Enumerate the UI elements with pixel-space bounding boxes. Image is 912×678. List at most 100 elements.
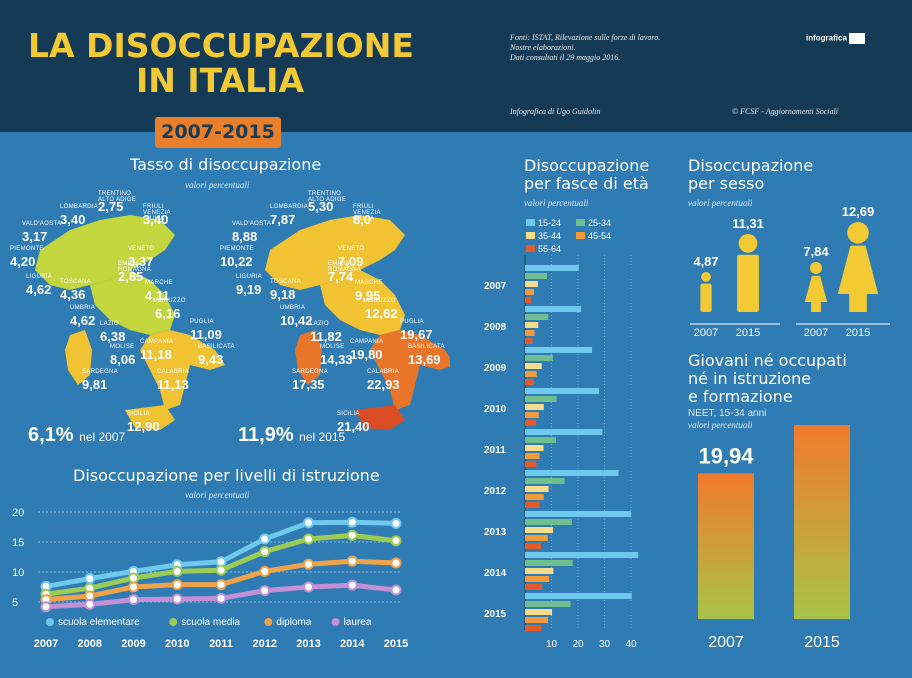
age-xtick-10: 10 (546, 639, 558, 650)
sex-figure-head-uomini-2007 (701, 272, 711, 282)
age-chart-subtitle: valori percentuali (524, 198, 589, 208)
neet-year-2007: 2007 (708, 634, 744, 651)
map-2015-value-vald-aosta: 8,88 (232, 229, 258, 244)
age-bar-2008-45-54 (525, 330, 535, 336)
education-line-chart: 5 10 15 20 2007 2008 2009 2010 2011 2012 2013 2014 2… (12, 507, 408, 650)
sex-chart-title-line1: Disoccupazione (688, 156, 814, 175)
sex-figure-head-uomini-2015 (738, 234, 758, 253)
neet-subtitle-2: valori percentuali (688, 420, 753, 430)
map-2015-center (320, 270, 405, 335)
age-chart-title-line1: Disoccupazione (524, 156, 650, 175)
map-2007-value-marche: 4,11 (145, 288, 170, 303)
age-bar-2012-25-34 (525, 478, 565, 484)
age-year-2009: 2009 (484, 363, 507, 374)
sex-figure-uomini-2015 (737, 234, 759, 312)
sex-value-uomini-2015: 11,31 (732, 216, 764, 231)
sex-value-donne-2015: 12,69 (842, 204, 875, 219)
age-bar-2008-15-24 (525, 306, 582, 312)
age-year-2011: 2011 (484, 445, 506, 456)
map-2015-label-emilia-romagna: EMILIA ROMAGNA (328, 261, 362, 273)
age-legend-label-45-54: 45-54 (588, 231, 612, 241)
age-bar-2013-55-64 (525, 543, 541, 549)
edu-point-scuola-media-2011 (215, 564, 227, 576)
header-band (0, 0, 912, 132)
map-2007-value-basilicata: 9,43 (198, 352, 224, 367)
age-bar-2010-15-24 (525, 388, 599, 394)
edu-point-scuola-elementare-2008 (84, 573, 96, 585)
edu-xtick-2015: 2015 (384, 638, 408, 650)
map-2007-value-umbria: 4,62 (70, 313, 96, 328)
age-chart-title-line2: per fasce di età (524, 174, 649, 193)
map-2015-south (370, 330, 450, 410)
map-2007-value-sardegna: 9,81 (82, 377, 108, 392)
rate-2007-note: nel 2007 (79, 430, 126, 444)
rate-2007: 6,1% nel 2007 (28, 424, 125, 447)
age-bar-2012-35-44 (525, 486, 549, 492)
age-legend-swatch-55-64 (526, 245, 535, 252)
neet-chart-title: Giovani né occupati né in istruzione e f… (688, 352, 847, 406)
maps-title: Tasso di disoccupazione (130, 155, 322, 174)
map-2007-label-campania: CAMPANIA (140, 339, 174, 345)
edu-point-scuola-elementare-2015 (390, 517, 402, 529)
edu-xtick-2013: 2013 (296, 638, 320, 650)
age-year-2008: 2008 (484, 322, 507, 333)
sex-figure-legs-donne-2007 (811, 302, 821, 312)
age-bar-2010-25-34 (525, 396, 557, 402)
sex-figure-donne-2015 (837, 222, 879, 312)
age-bar-2010-35-44 (525, 404, 544, 410)
edu-point-laurea-2008 (84, 598, 96, 610)
author-credit: Infografica di Ugo Guidolin (510, 107, 601, 116)
map-2007-label-sicilia: SICILIA (127, 411, 150, 417)
neet-bar-2007 (698, 473, 754, 619)
map-2007-value-vald-aosta: 3,17 (22, 229, 48, 244)
edu-point-laurea-2011 (215, 592, 227, 604)
age-legend-45-54: 45-54 (576, 231, 611, 241)
map-2007-label-sardegna: SARDEGNA (82, 369, 119, 375)
edu-xtick-2014: 2014 (340, 638, 365, 650)
logo: infografica (806, 33, 865, 44)
sex-year-donne-2015: 2015 (846, 327, 870, 339)
age-legend-swatch-15-24 (526, 219, 535, 226)
map-2015-value-campania: 19,80 (350, 347, 383, 362)
age-bar-2011-15-24 (525, 429, 603, 435)
edu-point-laurea-2013 (303, 581, 314, 593)
edu-point-scuola-media-2012 (259, 546, 271, 558)
map-2007-value-campania: 11,18 (140, 347, 172, 362)
map-2007-sardinia (65, 330, 92, 385)
sources-line-2: Nostre elaborazioni. (510, 43, 576, 52)
map-2015-value-lombardia: 7,87 (270, 212, 296, 227)
map-2015-label-vald-aosta: VALD'AOSTA (232, 221, 272, 227)
map-2015-value-puglia: 19,67 (400, 327, 433, 342)
age-bar-2011-25-34 (525, 437, 557, 443)
education-chart-title: Disoccupazione per livelli di istruzione (73, 466, 380, 485)
map-2007-label-vald-aosta: VALD'AOSTA (22, 221, 62, 227)
map-2015-label-piemonte: PIEMONTE (220, 246, 254, 252)
age-legend-label-35-44: 35-44 (538, 231, 562, 241)
map-2007-label-trentino-alto-adige: TRENTINO ALTO ADIGE (98, 191, 137, 203)
edu-legend-diploma: diploma (276, 617, 311, 628)
edu-legend-dot-diploma (264, 618, 273, 626)
map-2015-sardinia (295, 330, 322, 385)
edu-legend-laurea: laurea (344, 617, 372, 628)
sex-figure-uomini-2007 (700, 272, 712, 312)
age-legend-25-34: 25-34 (576, 218, 611, 228)
age-bar-2015-45-54 (525, 617, 549, 623)
map-2015-label-abruzzo: ABRUZZO (365, 298, 396, 304)
sources-line-3: Dati consultati il 29 maggio 2016. (510, 53, 621, 62)
edu-point-scuola-elementare-2013 (303, 517, 314, 529)
map-2015-value-veneto: 7,09 (338, 254, 364, 269)
age-bar-2009-55-64 (525, 379, 535, 385)
map-2007-north (35, 215, 175, 290)
age-year-2012: 2012 (484, 486, 507, 497)
age-bar-2014-35-44 (525, 568, 554, 574)
age-bar-2009-45-54 (525, 371, 537, 377)
age-bar-2013-45-54 (525, 535, 548, 541)
neet-title-line2: né in istruzione (688, 369, 812, 388)
age-bar-2007-35-44 (525, 281, 538, 287)
edu-point-scuola-elementare-2012 (259, 533, 271, 545)
sex-figure-body-donne-2015 (837, 245, 879, 294)
education-chart-subtitle: valori percentuali (185, 490, 250, 500)
edu-point-diploma-2014 (346, 555, 358, 567)
map-2015-value-umbria: 10,42 (280, 313, 313, 328)
age-bar-2007-45-54 (525, 289, 535, 295)
